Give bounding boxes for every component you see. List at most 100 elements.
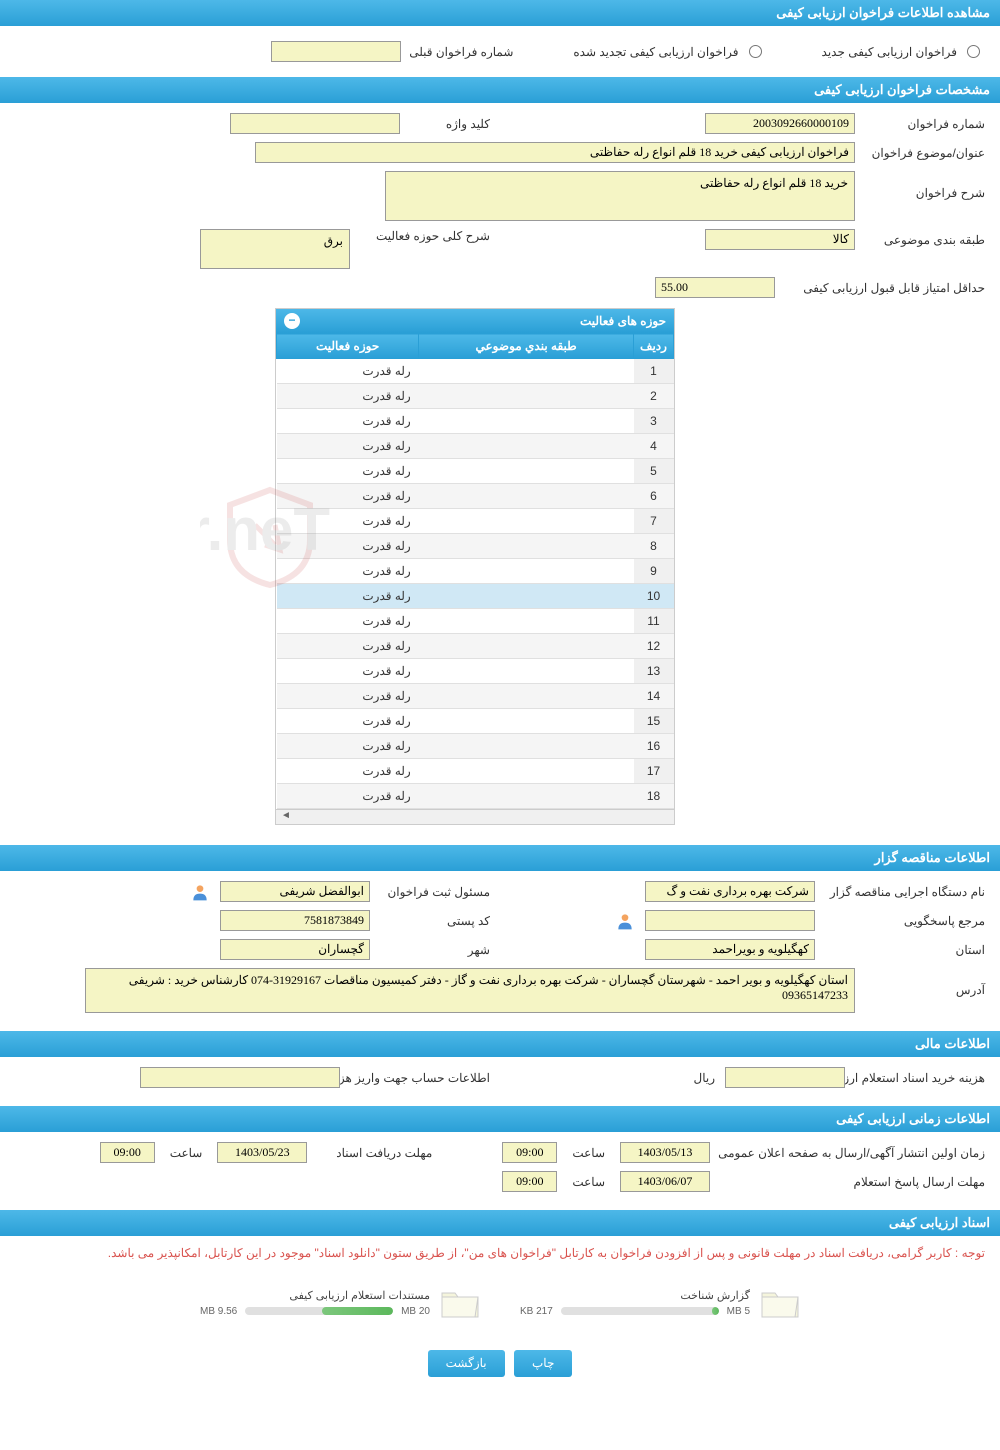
radio-renewed-label: فراخوان ارزیابی کیفی تجدید شده — [573, 45, 738, 59]
radio-new[interactable]: فراخوان ارزیابی کیفی جدید — [822, 45, 980, 59]
table-row[interactable]: 13رله قدرت — [277, 659, 674, 684]
table-row[interactable]: 9رله قدرت — [277, 559, 674, 584]
spec-body: شماره فراخوان کلید واژه عنوان/موضوع فراخ… — [0, 103, 1000, 845]
doc1-progress — [561, 1307, 719, 1315]
table-row[interactable]: 8رله قدرت — [277, 534, 674, 559]
cost-label: هزینه خرید اسناد استعلام ارزیابی کیفی — [855, 1071, 985, 1085]
row-domain: رله قدرت — [277, 384, 419, 409]
province-input[interactable] — [645, 939, 815, 960]
title-input[interactable] — [255, 142, 855, 163]
table-row[interactable]: 1رله قدرت — [277, 359, 674, 384]
publish-date-input[interactable] — [620, 1142, 710, 1163]
row-cat — [419, 584, 634, 609]
table-row[interactable]: 4رله قدرت — [277, 434, 674, 459]
table-row[interactable]: 2رله قدرت — [277, 384, 674, 409]
row-num: 12 — [634, 634, 674, 659]
address-textarea[interactable] — [85, 968, 855, 1013]
tenderer-body: نام دستگاه اجرایی مناقصه گزار مسئول ثبت … — [0, 871, 1000, 1031]
deadline-date-input[interactable] — [217, 1142, 307, 1163]
province-label: استان — [825, 943, 985, 957]
row-num: 18 — [634, 784, 674, 809]
desc-label: شرح فراخوان — [865, 171, 985, 200]
row-num: 17 — [634, 759, 674, 784]
activity-table-header: حوزه های فعالیت − — [276, 309, 674, 333]
table-row[interactable]: 16رله قدرت — [277, 734, 674, 759]
timing-header: اطلاعات زمانی ارزیابی کیفی — [0, 1106, 1000, 1132]
publish-time-input[interactable] — [502, 1142, 557, 1163]
table-row[interactable]: 5 رله قدرت — [277, 459, 674, 484]
doc1-size: 217 KB — [520, 1306, 553, 1317]
cost-input[interactable] — [725, 1067, 845, 1088]
postal-input[interactable] — [220, 910, 370, 931]
col-cat-header: طبقه بندي موضوعي — [419, 334, 634, 359]
row-num: 14 — [634, 684, 674, 709]
row-num: 5 — [634, 459, 674, 484]
table-scrollbar[interactable] — [276, 809, 674, 824]
address-label: آدرس — [865, 968, 985, 997]
doc2-size: 9.56 MB — [200, 1306, 237, 1317]
reply-time-input[interactable] — [502, 1171, 557, 1192]
row-domain: رله قدرت — [277, 784, 419, 809]
reply-input[interactable] — [645, 910, 815, 931]
row-domain: رله قدرت — [277, 684, 419, 709]
download-item-2[interactable]: مستندات استعلام ارزیابی کیفی 20 MB 9.56 … — [200, 1285, 480, 1320]
reply-date-input[interactable] — [620, 1171, 710, 1192]
time-label-3: ساعت — [572, 1175, 605, 1189]
row-domain: رله قدرت — [277, 459, 419, 484]
keyword-input[interactable] — [230, 113, 400, 134]
collapse-icon[interactable]: − — [284, 313, 300, 329]
table-row[interactable]: 12رله قدرت — [277, 634, 674, 659]
download-item-1[interactable]: گزارش شناخت 5 MB 217 KB — [520, 1285, 800, 1320]
radio-renewed-input[interactable] — [749, 45, 762, 58]
deadline-time-input[interactable] — [100, 1142, 155, 1163]
financial-body: هزینه خرید اسناد استعلام ارزیابی کیفی ری… — [0, 1057, 1000, 1106]
row-domain: رله قدرت — [277, 409, 419, 434]
radio-new-input[interactable] — [967, 45, 980, 58]
table-row[interactable]: 17رله قدرت — [277, 759, 674, 784]
category-input[interactable] — [705, 229, 855, 250]
user-icon-2 — [615, 911, 635, 931]
doc1-total: 5 MB — [727, 1306, 750, 1317]
radio-renewed[interactable]: فراخوان ارزیابی کیفی تجدید شده — [573, 45, 761, 59]
activity-table: ردیف طبقه بندي موضوعي حوزه فعاليت 1رله ق… — [276, 333, 674, 809]
city-input[interactable] — [220, 939, 370, 960]
doc1-title: گزارش شناخت — [520, 1289, 750, 1302]
responsible-input[interactable] — [220, 881, 370, 902]
min-score-input[interactable] — [655, 277, 775, 298]
table-row[interactable]: 18 رله قدرت — [277, 784, 674, 809]
prev-number-input[interactable] — [271, 41, 401, 62]
desc-textarea[interactable] — [385, 171, 855, 221]
account-input[interactable] — [140, 1067, 340, 1088]
doc2-title: مستندات استعلام ارزیابی کیفی — [200, 1289, 430, 1302]
row-cat — [419, 484, 634, 509]
page-title-header: مشاهده اطلاعات فراخوان ارزیابی کیفی — [0, 0, 1000, 26]
responsible-label: مسئول ثبت فراخوان — [380, 885, 490, 899]
table-row[interactable]: 10رله قدرت — [277, 584, 674, 609]
row-num: 4 — [634, 434, 674, 459]
doc2-progress — [245, 1307, 393, 1315]
publish-label: زمان اولین انتشار آگهی/ارسال به صفحه اعل… — [725, 1146, 985, 1160]
row-cat — [419, 609, 634, 634]
prev-number-group: شماره فراخوان قبلی — [271, 41, 513, 62]
table-row[interactable]: 3رله قدرت — [277, 409, 674, 434]
activity-table-title: حوزه های فعالیت — [580, 314, 666, 328]
row-domain: رله قدرت — [277, 534, 419, 559]
row-cat — [419, 459, 634, 484]
row-cat — [419, 384, 634, 409]
domain-textarea[interactable] — [200, 229, 350, 269]
table-row[interactable]: 14 رله قدرت — [277, 684, 674, 709]
org-input[interactable] — [645, 881, 815, 902]
back-button[interactable]: بازگشت — [428, 1350, 505, 1377]
table-row[interactable]: 7رله قدرت — [277, 509, 674, 534]
print-button[interactable]: چاپ — [514, 1350, 572, 1377]
number-input[interactable] — [705, 113, 855, 134]
row-domain: رله قدرت — [277, 509, 419, 534]
row-domain: رله قدرت — [277, 584, 419, 609]
radio-new-label: فراخوان ارزیابی کیفی جدید — [822, 45, 957, 59]
org-label: نام دستگاه اجرایی مناقصه گزار — [825, 885, 985, 899]
table-row[interactable]: 11رله قدرت — [277, 609, 674, 634]
financial-header: اطلاعات مالی — [0, 1031, 1000, 1057]
table-row[interactable]: 15رله قدرت — [277, 709, 674, 734]
table-row[interactable]: 6رله قدرت — [277, 484, 674, 509]
row-cat — [419, 734, 634, 759]
